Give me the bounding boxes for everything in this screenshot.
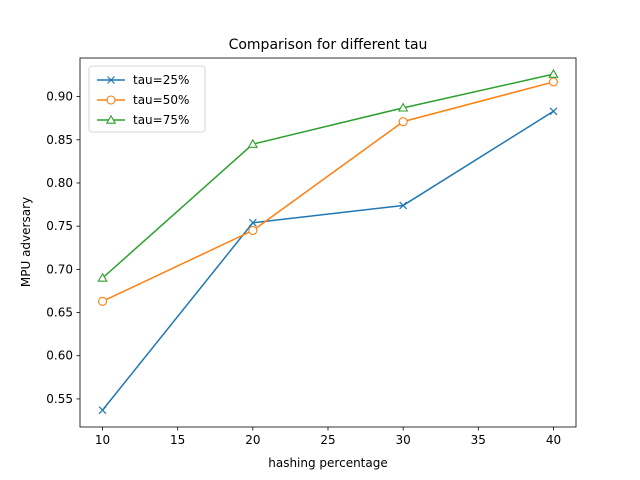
triangle-marker [247, 138, 258, 148]
legend-label: tau=75% [133, 113, 189, 127]
x-tick-label: 40 [546, 433, 561, 447]
triangle-marker [548, 68, 559, 78]
x-marker [98, 406, 107, 415]
x-tick-label: 15 [170, 433, 185, 447]
legend-label: tau=25% [133, 73, 189, 87]
x-tick-label: 35 [471, 433, 486, 447]
y-tick-label: 0.85 [46, 133, 73, 147]
y-tick-label: 0.65 [46, 306, 73, 320]
x-tick-label: 25 [320, 433, 335, 447]
y-tick-label: 0.90 [46, 90, 73, 104]
x-tick-label: 10 [95, 433, 110, 447]
y-tick-label: 0.80 [46, 176, 73, 190]
series-line [101, 110, 554, 411]
y-tick-label: 0.75 [46, 219, 73, 233]
chart-title: Comparison for different tau [229, 37, 428, 53]
circle-marker [398, 117, 408, 127]
y-tick-label: 0.55 [46, 392, 73, 406]
legend-label: tau=50% [133, 93, 189, 107]
series-line [102, 81, 554, 303]
triangle-marker [105, 114, 117, 124]
x-marker [107, 76, 115, 84]
y-axis-label: MPU adversary [19, 197, 33, 287]
circle-marker [97, 296, 108, 306]
y-tick-label: 0.60 [46, 349, 73, 363]
x-tick-label: 20 [245, 433, 260, 447]
x-tick-label: 30 [396, 433, 411, 447]
x-marker [399, 201, 408, 210]
x-marker [248, 218, 257, 227]
x-marker [549, 107, 558, 116]
legend-box [88, 65, 206, 133]
y-tick-label: 0.70 [46, 262, 73, 276]
triangle-marker [398, 102, 409, 112]
circle-marker [548, 77, 559, 87]
series-line [102, 73, 554, 279]
triangle-marker [97, 272, 108, 282]
x-axis-label: hashing percentage [268, 456, 388, 470]
circle-marker [248, 225, 258, 236]
circle-marker [106, 95, 116, 105]
plot-area: 10 15 20 25 30 35 40 0.55 0.60 0.65 0.70 0.75 0.80 0.… [46, 57, 577, 447]
